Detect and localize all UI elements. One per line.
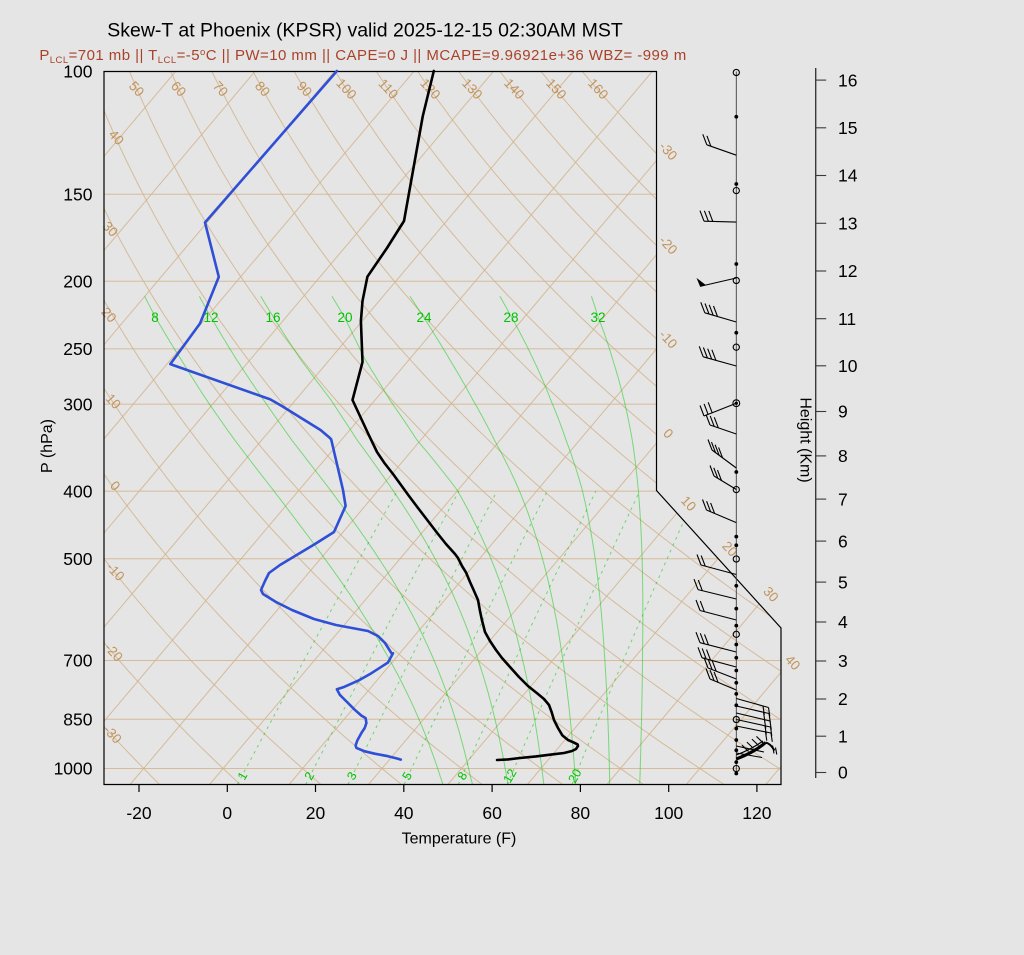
- svg-text:32: 32: [590, 310, 605, 325]
- svg-text:60: 60: [482, 803, 502, 823]
- svg-text:1000: 1000: [54, 759, 93, 779]
- svg-text:20: 20: [565, 766, 584, 785]
- svg-text:70: 70: [210, 78, 231, 99]
- svg-text:Temperature (F): Temperature (F): [402, 831, 517, 848]
- svg-text:120: 120: [742, 803, 771, 823]
- svg-text:100: 100: [654, 803, 683, 823]
- svg-text:15: 15: [838, 118, 857, 138]
- svg-text:50: 50: [126, 78, 147, 99]
- svg-text:700: 700: [63, 651, 92, 671]
- svg-text:20: 20: [337, 310, 352, 325]
- svg-text:11: 11: [838, 309, 856, 329]
- svg-text:12: 12: [838, 261, 857, 281]
- svg-text:4: 4: [838, 612, 848, 632]
- svg-text:20: 20: [306, 803, 326, 823]
- svg-text:2: 2: [838, 689, 848, 709]
- svg-text:40: 40: [106, 127, 127, 148]
- svg-text:PLCL=701 mb || TLCL=-5oC || PW: PLCL=701 mb || TLCL=-5oC || PW=10 mm || …: [39, 47, 686, 66]
- svg-text:10: 10: [678, 493, 699, 514]
- svg-text:90: 90: [294, 78, 315, 99]
- svg-text:13: 13: [838, 214, 857, 234]
- svg-text:3: 3: [838, 651, 848, 671]
- svg-text:10: 10: [103, 391, 124, 412]
- svg-text:5: 5: [838, 572, 848, 592]
- svg-text:40: 40: [394, 803, 414, 823]
- svg-text:20: 20: [719, 538, 740, 559]
- svg-text:8: 8: [151, 310, 159, 325]
- svg-text:16: 16: [838, 70, 857, 90]
- svg-text:30: 30: [100, 219, 121, 240]
- svg-text:40: 40: [782, 652, 803, 673]
- svg-text:14: 14: [838, 166, 858, 186]
- svg-text:200: 200: [63, 272, 92, 292]
- svg-text:24: 24: [416, 310, 432, 325]
- svg-text:250: 250: [63, 339, 92, 359]
- svg-text:9: 9: [838, 402, 848, 422]
- svg-text:150: 150: [63, 184, 92, 204]
- svg-text:80: 80: [571, 803, 591, 823]
- svg-text:0: 0: [222, 803, 232, 823]
- svg-text:16: 16: [265, 310, 280, 325]
- svg-text:0: 0: [838, 763, 848, 783]
- svg-text:500: 500: [63, 549, 92, 569]
- svg-text:Skew-T at Phoenix (KPSR) valid: Skew-T at Phoenix (KPSR) valid 2025-12-1…: [107, 20, 623, 42]
- svg-text:300: 300: [63, 394, 92, 414]
- svg-text:Height (Km): Height (Km): [797, 397, 814, 482]
- svg-text:P (hPa): P (hPa): [39, 419, 56, 473]
- svg-text:-20: -20: [126, 803, 152, 823]
- svg-text:12: 12: [500, 766, 519, 785]
- svg-text:28: 28: [503, 310, 518, 325]
- svg-text:8: 8: [838, 446, 848, 466]
- svg-text:1: 1: [838, 726, 848, 746]
- svg-text:80: 80: [252, 78, 273, 99]
- svg-text:30: 30: [760, 584, 781, 605]
- svg-text:100: 100: [63, 62, 92, 82]
- svg-text:12: 12: [203, 310, 218, 325]
- svg-text:7: 7: [838, 489, 848, 509]
- svg-text:6: 6: [838, 531, 848, 551]
- svg-text:850: 850: [63, 710, 92, 730]
- svg-text:400: 400: [63, 481, 92, 501]
- svg-text:10: 10: [838, 356, 858, 376]
- svg-text:60: 60: [168, 78, 189, 99]
